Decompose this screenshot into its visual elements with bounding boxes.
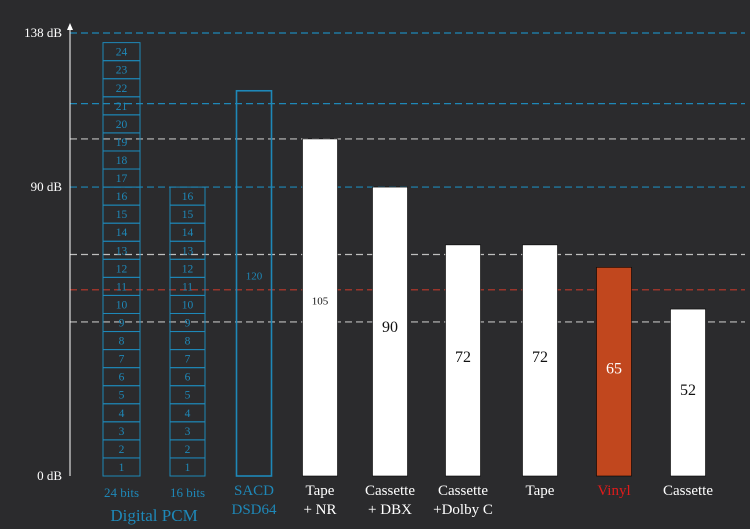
pcm-24bit-segment-label: 13 [116,245,128,257]
bar [235,89,273,477]
pcm-24bit-segment-label: 24 [116,47,128,59]
bar [372,186,408,477]
y-tick-label: 90 dB [31,179,63,194]
pcm-24bit-segment-label: 19 [116,137,128,149]
bar-value-label: 105 [312,296,329,308]
pcm-16bit-label: 16 bits [170,485,205,500]
pcm-16bit-segment-label: 6 [185,372,191,384]
pcm-24bit-segment-label: 23 [116,65,128,77]
bar [522,244,558,477]
x-category-label: Tape [526,483,555,499]
pcm-24bit-segment-label: 21 [116,101,128,113]
pcm-16bit-segment-label: 2 [185,444,191,456]
pcm-24bit-segment-label: 15 [116,209,128,221]
y-axis: 0 dB 90 dB 138 dB [24,23,73,483]
pcm-16bit-segment-label: 13 [182,245,194,257]
y-axis-arrow [67,23,73,30]
x-category-label: Tape [306,483,335,499]
pcm-16bit-segment-label: 3 [185,426,191,438]
pcm-columns: 1234567891011121314151617181920212223242… [102,42,206,525]
pcm-24bit-segment-label: 7 [119,354,125,366]
pcm-24bit-segment-label: 9 [119,318,125,330]
pcm-16bit-segment-label: 15 [182,209,194,221]
x-category-label: Cassette [365,483,415,499]
x-category-label: +Dolby C [433,502,493,518]
pcm-16bit-segment-label: 9 [185,318,191,330]
pcm-16bit-segment-label: 7 [185,354,191,366]
pcm-16bit-segment-label: 8 [185,336,191,348]
bar-value-label: 65 [606,360,622,377]
pcm-24bit-segment-label: 2 [119,444,125,456]
pcm-16bit-segment-label: 14 [182,227,194,239]
pcm-24bit-segment-label: 8 [119,336,125,348]
pcm-24bit-segment-label: 18 [116,155,128,167]
pcm-24bit-segment-label: 6 [119,372,125,384]
y-tick-label: 138 dB [24,25,62,40]
pcm-24bit-segment-label: 20 [116,119,128,131]
pcm-24bit-segment [102,42,141,62]
x-axis-labels: SACD DSD64 Tape + NR Cassette + DBX Cassette +D… [231,483,713,518]
pcm-24bit-segment-label: 14 [116,227,128,239]
group-label: Digital PCM [110,506,197,525]
pcm-16bit-segment-label: 5 [185,390,191,402]
bar [302,138,338,477]
bar [445,244,481,477]
x-category-label: + DBX [368,502,412,518]
pcm-24bit-segment-label: 5 [119,390,125,402]
pcm-16bit-segment [169,186,206,206]
bar-value-label: 72 [455,349,471,366]
pcm-24bit-segment-label: 1 [119,462,125,474]
bar-value-label: 90 [382,319,398,336]
pcm-24bit-segment-label: 16 [116,191,128,203]
bar [670,308,706,477]
bar [596,267,632,477]
pcm-24bit-segment-label: 4 [119,408,125,420]
pcm-16bit-segment-label: 1 [185,462,191,474]
bar-value-label: 120 [246,271,263,283]
bar-value-label: 72 [532,349,548,366]
x-category-label: SACD [234,483,274,499]
bar-value-label: 52 [680,382,696,399]
x-category-label: + NR [303,502,336,518]
pcm-16bit-segment-label: 12 [182,263,194,275]
y-tick-label: 0 dB [37,468,62,483]
pcm-24bit-label: 24 bits [104,485,139,500]
x-category-label: DSD64 [231,502,277,518]
pcm-16bit-segment-label: 10 [182,299,194,311]
bars: 120 105 90 72 72 65 52 [235,89,706,477]
x-category-label: Cassette [663,483,713,499]
pcm-16bit-segment-label: 4 [185,408,191,420]
x-category-label: Vinyl [597,483,630,499]
pcm-16bit-segment-label: 16 [182,191,194,203]
pcm-24bit-segment-label: 12 [116,263,128,275]
x-category-label: Cassette [438,483,488,499]
pcm-16bit-segment-label: 11 [182,281,193,293]
pcm-24bit-segment-label: 3 [119,426,125,438]
pcm-24bit-segment-label: 17 [116,173,128,185]
pcm-24bit-segment-label: 10 [116,299,128,311]
pcm-24bit-segment-label: 22 [116,83,128,95]
pcm-24bit-segment-label: 11 [116,281,127,293]
